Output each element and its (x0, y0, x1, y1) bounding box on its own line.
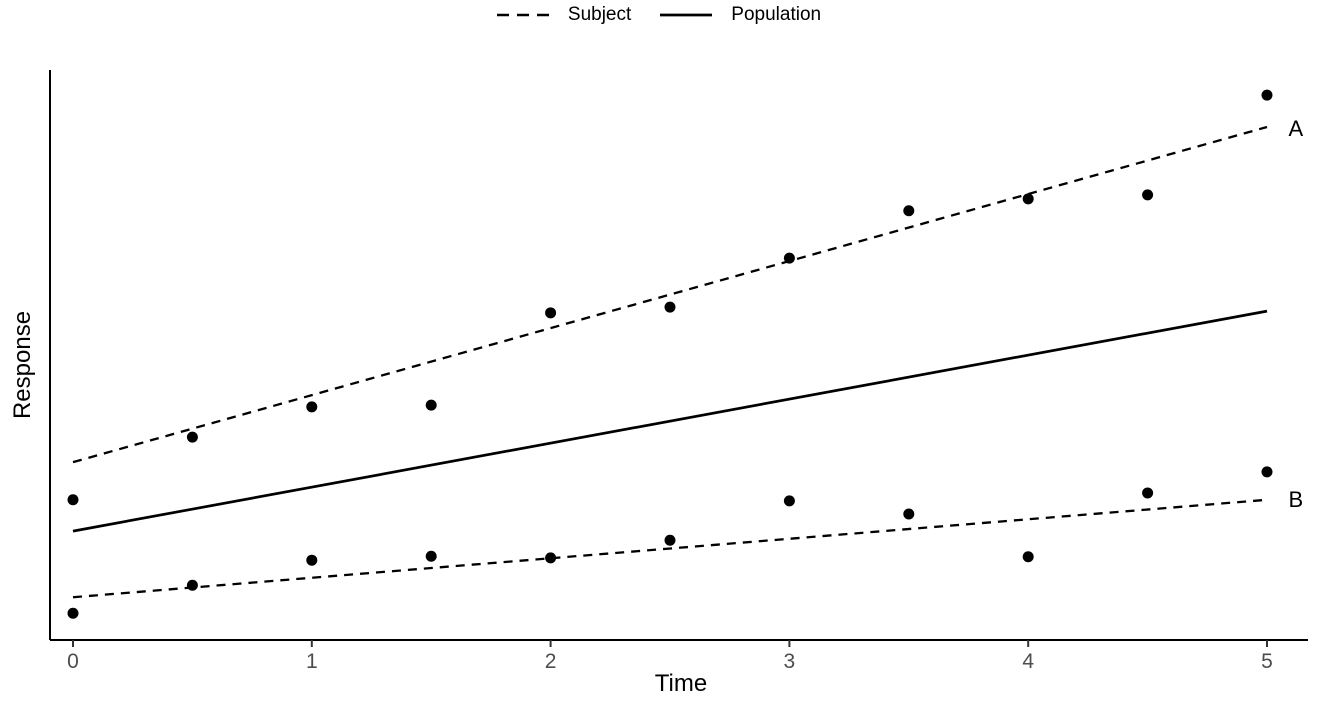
subject-B-point (664, 534, 676, 546)
subject-B-point (545, 552, 557, 564)
subject-A-point (425, 399, 437, 411)
y-axis-title: Response (9, 311, 36, 419)
subject-B-point (903, 508, 915, 520)
subject-B-point (306, 554, 318, 566)
x-axis-tick-label: 0 (67, 650, 79, 673)
subject-A-point (1261, 89, 1273, 101)
legend-label: Subject (567, 4, 632, 25)
subject-B-point (783, 495, 795, 507)
x-axis-title: Time (655, 670, 707, 697)
legend-item-subject: Subject (496, 4, 631, 26)
subject-A-point (783, 252, 795, 264)
subject-A-point (903, 205, 915, 217)
x-axis-tick-label: 2 (545, 650, 557, 673)
series-layer (67, 89, 1273, 619)
legend: Subject Population (0, 4, 1317, 26)
subject-B-point (67, 607, 79, 619)
annotation-layer: AB (1288, 116, 1303, 512)
legend-key-dashed-line-icon (496, 13, 549, 17)
subject-A-point (1142, 189, 1154, 201)
x-axis-tick-label: 5 (1261, 650, 1273, 673)
subject-label-A: A (1288, 116, 1303, 141)
subject-B-point (1022, 551, 1034, 563)
subject-B-point (1142, 487, 1154, 499)
subject-A-point (67, 494, 79, 506)
subject-B-point (425, 550, 437, 562)
x-axis-tick-label: 3 (784, 650, 796, 673)
subject-B-fit-line (72, 498, 1268, 599)
x-axis-tick-label: 1 (306, 650, 318, 673)
x-axis-tick-label: 4 (1022, 650, 1034, 673)
subject-A-point (664, 301, 676, 313)
legend-label: Population (731, 4, 822, 25)
subject-B-point (186, 579, 198, 591)
axes: 0 1 2 3 4 5 (49, 70, 1308, 673)
subject-A-point (545, 307, 557, 319)
legend-key-solid-line-icon (660, 13, 713, 17)
subject-B-point (1261, 466, 1273, 478)
subject-A-point (1022, 193, 1034, 205)
subject-A-point (186, 431, 198, 443)
subject-A-fit-line (72, 125, 1268, 464)
subject-label-B: B (1288, 487, 1303, 512)
subject-A-point (306, 401, 318, 413)
legend-item-population: Population (659, 4, 821, 26)
population-line (72, 309, 1268, 533)
